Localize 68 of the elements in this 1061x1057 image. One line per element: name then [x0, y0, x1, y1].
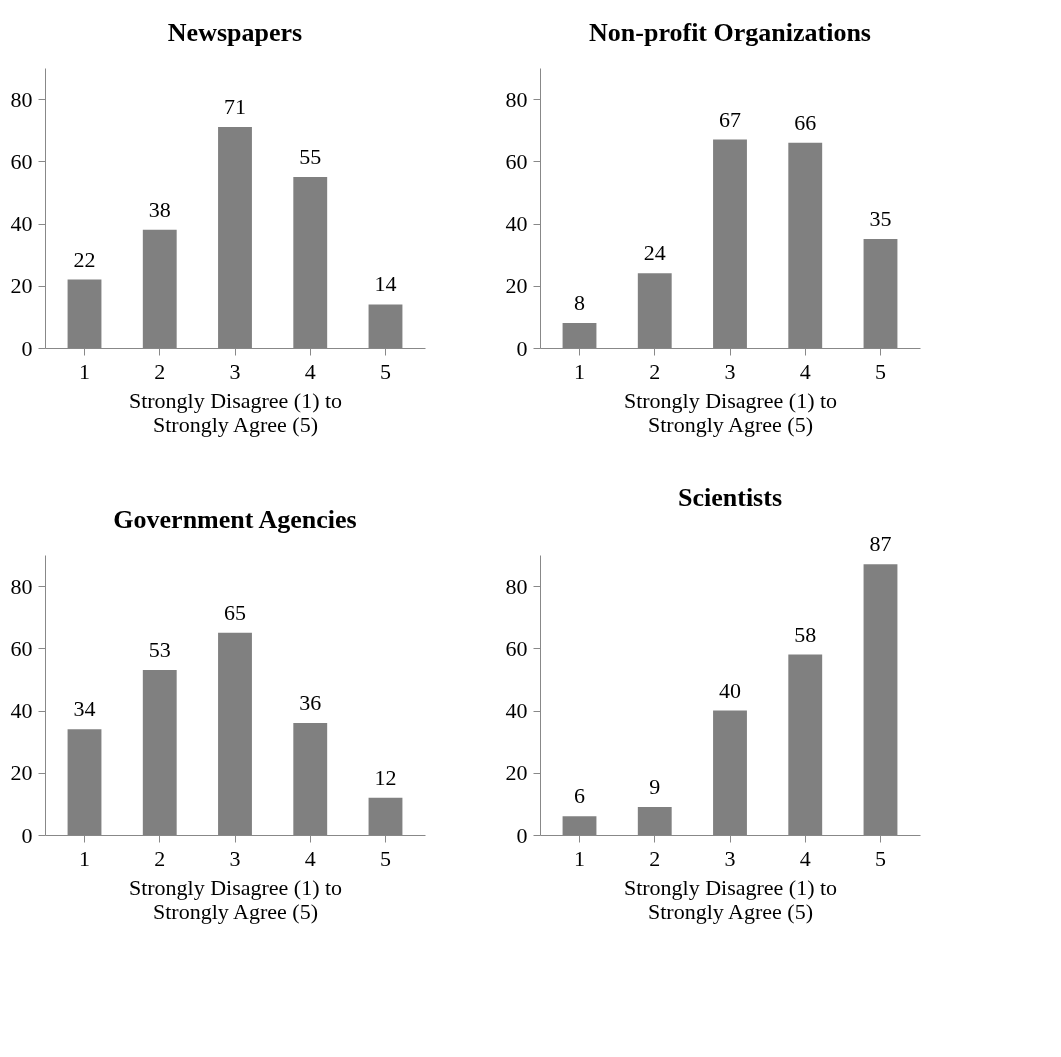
data-label: 66 [794, 109, 817, 135]
y-tick-label: 20 [505, 273, 528, 299]
x-axis-title: Strongly Disagree (1) to Strongly Agree (5) [623, 387, 838, 437]
y-tick-label: 20 [10, 273, 33, 299]
data-label: 8 [574, 290, 585, 316]
y-tick-label: 40 [505, 698, 528, 724]
x-tick-label: 1 [79, 358, 90, 384]
x-tick-label: 3 [229, 845, 241, 871]
y-tick-label: 80 [505, 86, 528, 112]
y-tick-label: 40 [10, 211, 33, 237]
x-tick-label: 1 [574, 358, 585, 384]
data-label: 58 [794, 621, 817, 647]
y-tick-label: 40 [10, 698, 33, 724]
y-tick-label: 60 [505, 148, 528, 174]
y-tick-label: 60 [10, 148, 33, 174]
y-tick-label: 0 [516, 335, 528, 361]
data-label: 67 [719, 106, 741, 132]
data-label: 40 [719, 677, 741, 703]
y-tick-label: 80 [10, 86, 33, 112]
data-label: 34 [73, 696, 96, 722]
data-label: 6 [574, 783, 585, 809]
x-axis-title: Strongly Disagree (1) to Strongly Agree (5) [128, 874, 343, 924]
x-tick-label: 4 [304, 845, 316, 871]
y-tick-label: 0 [21, 335, 33, 361]
x-axis-title: Strongly Disagree (1) to Strongly Agree (5) [128, 387, 343, 437]
data-label: 35 [869, 206, 892, 232]
data-label: 71 [224, 94, 246, 120]
data-label: 24 [643, 240, 666, 266]
data-label: 87 [869, 531, 892, 557]
y-tick-label: 40 [505, 211, 528, 237]
x-tick-label: 2 [649, 845, 661, 871]
x-tick-label: 2 [154, 845, 166, 871]
x-tick-label: 2 [154, 358, 166, 384]
x-tick-label: 5 [380, 845, 391, 871]
x-tick-label: 3 [724, 845, 736, 871]
x-tick-label: 3 [229, 358, 241, 384]
x-tick-label: 3 [724, 358, 736, 384]
y-tick-label: 20 [505, 760, 528, 786]
chart-title: Non-profit Organizations [589, 18, 871, 47]
y-tick-label: 0 [21, 822, 33, 848]
data-label: 12 [374, 764, 397, 790]
data-label: 22 [73, 246, 96, 272]
x-tick-label: 5 [875, 358, 886, 384]
y-tick-label: 60 [505, 635, 528, 661]
chart-title: Scientists [678, 483, 782, 513]
x-tick-label: 2 [649, 358, 661, 384]
y-tick-label: 60 [10, 635, 33, 661]
x-tick-label: 4 [304, 358, 316, 384]
chart-title: Government Agencies [113, 505, 357, 534]
data-label: 53 [148, 637, 171, 663]
data-label: 36 [299, 690, 322, 715]
x-tick-label: 5 [380, 358, 391, 384]
y-tick-label: 80 [505, 573, 528, 599]
y-tick-label: 0 [516, 822, 528, 848]
data-label: 38 [148, 196, 171, 222]
data-label: 65 [224, 599, 246, 625]
data-label: 55 [299, 143, 322, 169]
x-tick-label: 4 [799, 845, 811, 871]
x-tick-label: 1 [79, 845, 90, 871]
y-tick-label: 80 [10, 573, 33, 599]
y-tick-label: 20 [10, 760, 33, 786]
x-tick-label: 4 [799, 358, 811, 384]
x-tick-label: 5 [875, 845, 886, 871]
chart-title: Newspapers [167, 18, 303, 47]
data-label: 14 [374, 271, 397, 297]
x-axis-title: Strongly Disagree (1) to Strongly Agree (5) [623, 874, 838, 924]
x-tick-label: 1 [574, 845, 585, 871]
data-label: 9 [649, 774, 661, 799]
